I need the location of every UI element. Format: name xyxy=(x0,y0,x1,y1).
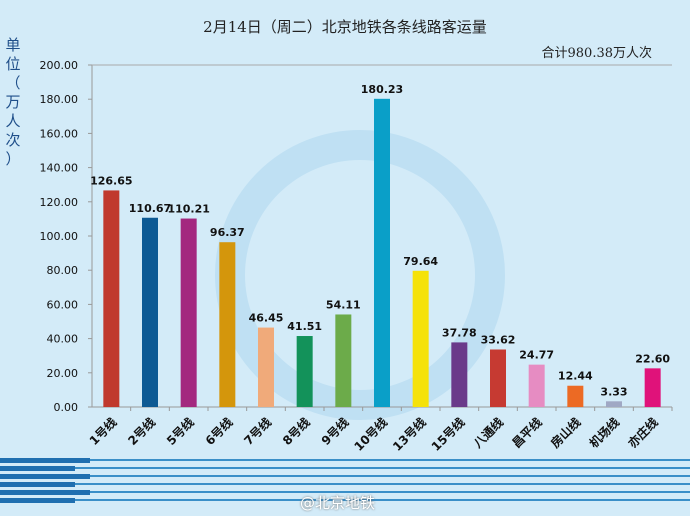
stripe-head xyxy=(0,466,75,471)
data-label: 12.44 xyxy=(558,370,593,383)
x-tick-label: 亦庄线 xyxy=(625,415,661,451)
bar xyxy=(219,242,236,407)
x-tick-label: 5号线 xyxy=(163,415,196,448)
stripe xyxy=(0,467,690,469)
data-label: 22.60 xyxy=(635,352,670,365)
y-tick-label: 100.00 xyxy=(40,230,79,243)
stripe-head xyxy=(0,490,90,495)
y-axis-label: 单位（万人次） xyxy=(5,36,21,168)
data-label: 24.77 xyxy=(519,349,554,362)
y-tick-label: 40.00 xyxy=(47,333,79,346)
y-tick-label: 140.00 xyxy=(40,162,79,175)
bar xyxy=(103,190,120,407)
data-label: 110.67 xyxy=(129,202,171,215)
x-tick-label: 昌平线 xyxy=(509,415,545,451)
data-label: 54.11 xyxy=(326,298,361,311)
data-label: 110.21 xyxy=(167,203,209,216)
chart-subtitle-total: 合计980.38万人次 xyxy=(541,46,653,61)
y-tick-label: 120.00 xyxy=(40,196,79,209)
bar xyxy=(490,349,506,407)
stripe xyxy=(0,499,690,501)
x-tick-label: 9号线 xyxy=(318,415,351,448)
data-label: 46.45 xyxy=(249,312,284,325)
x-tick-label: 8号线 xyxy=(279,415,312,448)
bar xyxy=(644,368,661,407)
y-tick-label: 0.00 xyxy=(54,401,79,414)
data-label: 96.37 xyxy=(210,226,245,239)
stripe xyxy=(0,483,690,485)
data-label: 37.78 xyxy=(442,326,477,339)
data-label: 41.51 xyxy=(287,320,322,333)
bar xyxy=(528,364,545,407)
x-tick-label: 1号线 xyxy=(86,415,119,448)
x-tick-label: 13号线 xyxy=(389,415,428,454)
watermark: @北京地铁 xyxy=(300,494,376,512)
stripe-head xyxy=(0,498,75,503)
bar xyxy=(567,385,584,407)
x-tick-label: 7号线 xyxy=(241,415,274,448)
stripe xyxy=(0,459,690,461)
x-tick-label: 15号线 xyxy=(428,415,467,454)
x-tick-label: 机场线 xyxy=(586,415,622,451)
bar xyxy=(180,218,197,407)
chart-title: 2月14日（周二）北京地铁各条线路客运量 xyxy=(203,18,487,36)
data-label: 180.23 xyxy=(361,83,403,96)
bar xyxy=(451,342,468,407)
stripe-head xyxy=(0,482,75,487)
bar xyxy=(142,217,158,407)
data-label: 126.65 xyxy=(90,174,132,187)
bar xyxy=(412,270,429,407)
y-tick-label: 80.00 xyxy=(47,264,79,277)
y-tick-label: 200.00 xyxy=(40,59,79,72)
y-tick-label: 60.00 xyxy=(47,298,79,311)
bar xyxy=(374,98,390,407)
x-tick-label: 房山线 xyxy=(547,415,583,451)
bar xyxy=(606,401,622,407)
y-tick-label: 160.00 xyxy=(40,127,79,140)
stripe xyxy=(0,475,690,477)
stripe xyxy=(0,491,690,493)
data-label: 79.64 xyxy=(403,255,438,268)
decorative-stripes xyxy=(0,458,690,503)
x-tick-label: 八通线 xyxy=(469,415,506,452)
x-tick-label: 6号线 xyxy=(202,415,235,448)
stripe-head xyxy=(0,474,90,479)
bar xyxy=(296,336,313,407)
y-tick-label: 20.00 xyxy=(47,367,79,380)
data-label: 3.33 xyxy=(600,385,627,398)
bar xyxy=(258,327,274,407)
x-tick-label: 10号线 xyxy=(351,415,390,454)
data-label: 33.62 xyxy=(481,334,516,347)
stripe-head xyxy=(0,458,90,463)
bar xyxy=(335,314,352,407)
x-tick-label: 2号线 xyxy=(125,415,158,448)
y-tick-label: 180.00 xyxy=(40,93,79,106)
